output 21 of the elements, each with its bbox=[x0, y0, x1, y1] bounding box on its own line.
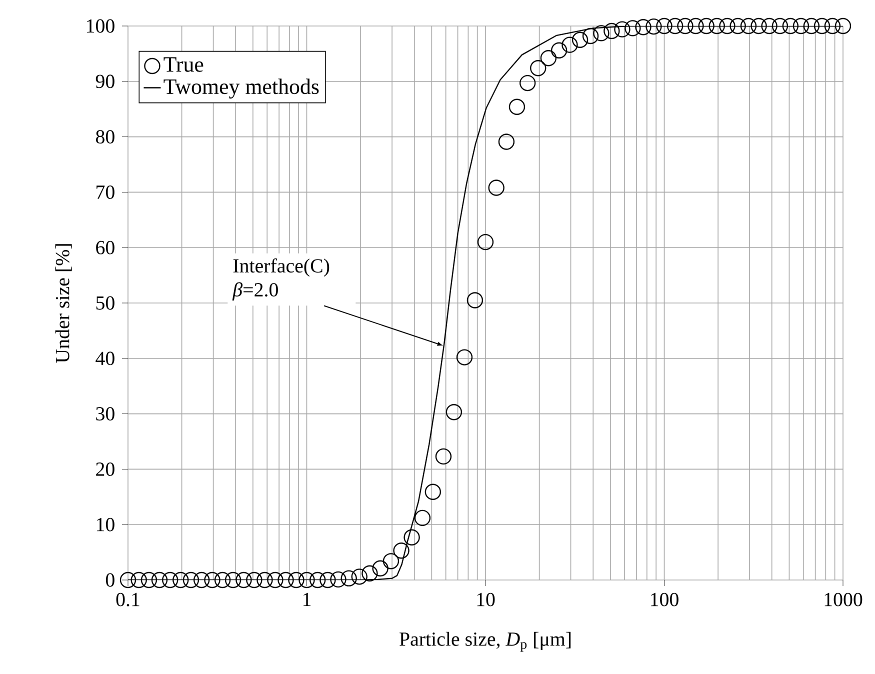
x-tick-label: 100 bbox=[651, 592, 678, 606]
y-tick-label: 30 bbox=[96, 407, 114, 421]
annotation: Interface(C) β=2.0 bbox=[232, 258, 330, 301]
legend-label: Twomey methods bbox=[164, 78, 319, 99]
legend-label: True bbox=[164, 57, 204, 72]
x-tick-label: 1 bbox=[304, 592, 311, 606]
y-tick-label: 50 bbox=[96, 296, 114, 310]
y-tick-label: 80 bbox=[96, 130, 114, 144]
y-tick-label: 40 bbox=[96, 352, 114, 366]
y-tick-label: 90 bbox=[96, 74, 114, 88]
y-tick-label: 60 bbox=[96, 240, 114, 254]
x-tick-label: 1000 bbox=[824, 592, 862, 606]
y-tick-label: 70 bbox=[96, 185, 114, 199]
x-tick-label: 10 bbox=[477, 592, 495, 606]
y-axis-title: Under size [%] bbox=[55, 244, 72, 363]
x-tick-label: 0.1 bbox=[116, 592, 140, 606]
y-tick-label: 10 bbox=[96, 518, 114, 532]
x-axis-title: Particle size, D$_{p}$ [μm] bbox=[400, 632, 571, 652]
y-tick-label: 0 bbox=[106, 573, 114, 587]
y-tick-label: 20 bbox=[96, 462, 114, 476]
y-tick-label: 100 bbox=[87, 19, 114, 33]
